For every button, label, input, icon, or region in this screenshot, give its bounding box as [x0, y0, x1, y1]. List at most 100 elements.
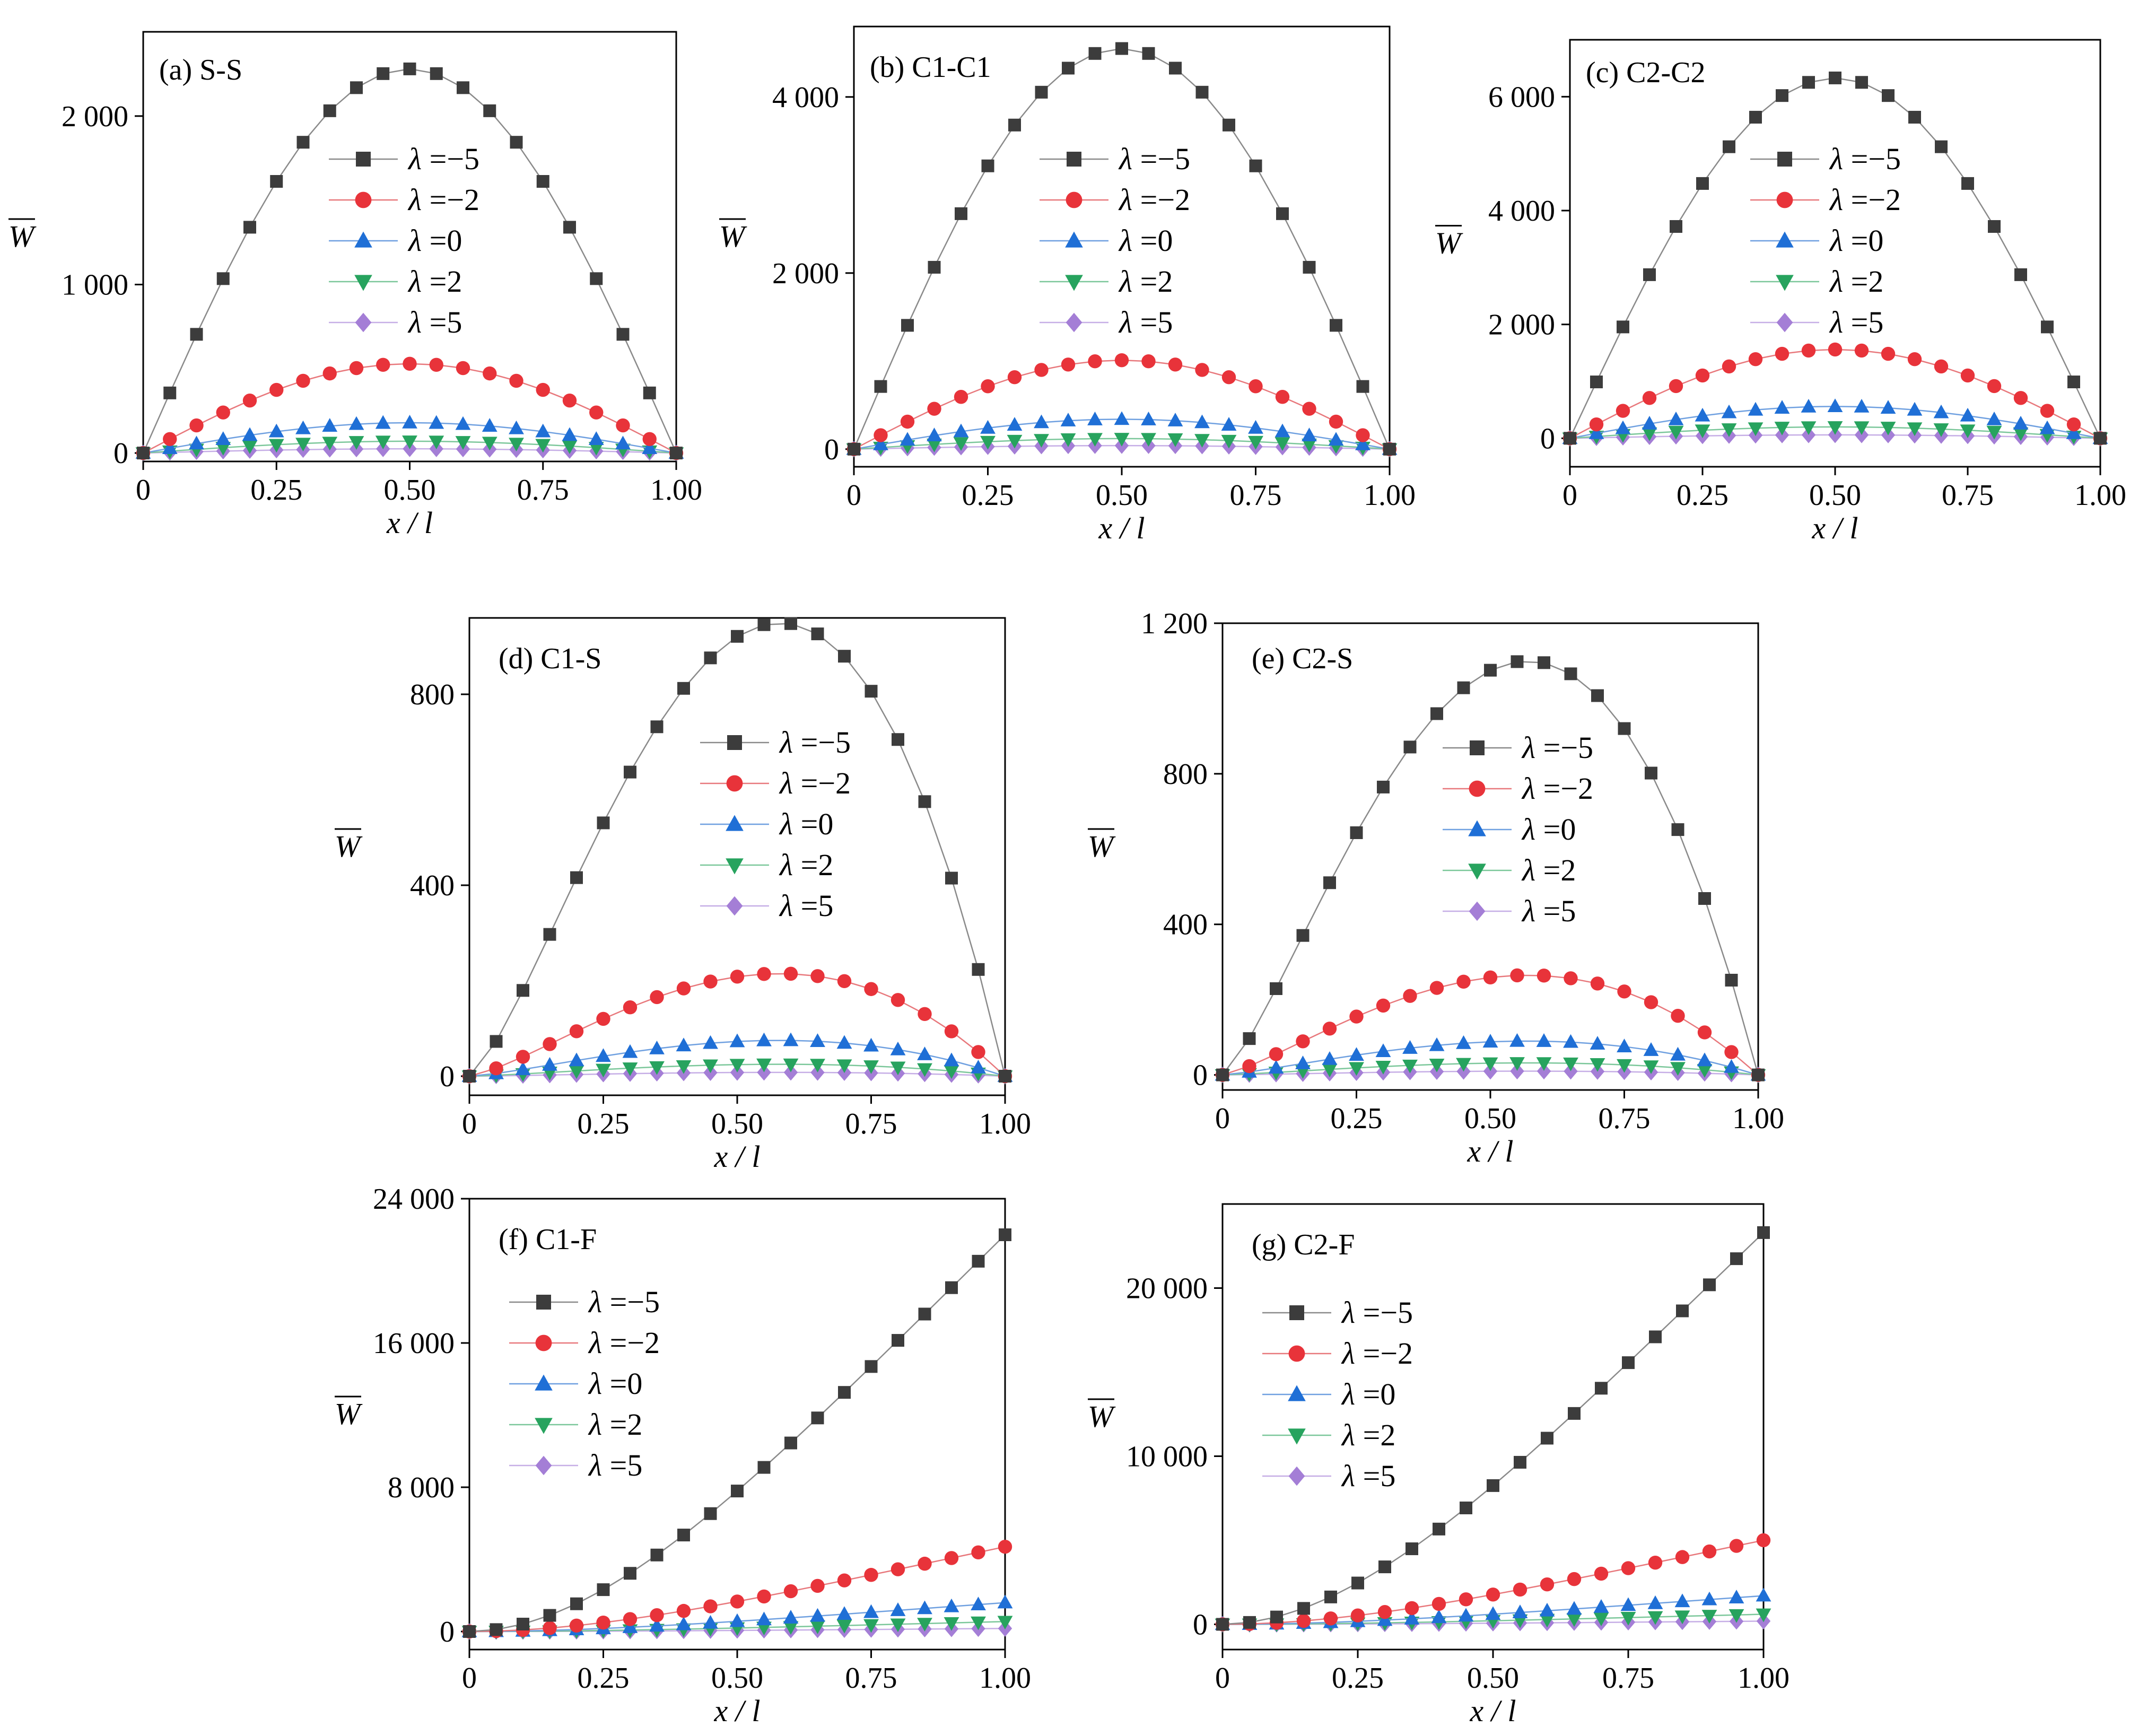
data-point	[616, 328, 630, 341]
legend-marker	[726, 775, 743, 792]
data-point	[1696, 177, 1709, 190]
data-point	[616, 418, 630, 433]
data-point	[1221, 370, 1236, 385]
legend-label: λ =−5	[1341, 1295, 1413, 1330]
data-point	[1644, 995, 1658, 1009]
legend-label: λ =−2	[779, 766, 851, 800]
data-point	[1509, 1057, 1525, 1071]
legend-marker	[1289, 1305, 1304, 1320]
data-point	[783, 966, 798, 981]
legend-marker	[1066, 191, 1083, 208]
data-point	[1648, 1555, 1663, 1570]
data-point	[569, 1024, 584, 1039]
data-point	[1618, 722, 1631, 735]
data-point	[955, 207, 967, 220]
data-point	[1511, 655, 1524, 668]
data-point	[295, 438, 311, 452]
data-point	[649, 1040, 665, 1054]
data-point	[757, 1064, 771, 1081]
legend-label: λ =2	[1829, 264, 1883, 299]
data-point	[1456, 974, 1471, 989]
data-point	[783, 1584, 798, 1599]
x-tick-label: 0.50	[711, 1107, 763, 1140]
data-point	[375, 435, 391, 450]
data-point	[216, 405, 230, 420]
legend-label: λ =0	[407, 223, 462, 258]
data-point	[1509, 1033, 1525, 1047]
data-point	[944, 1024, 959, 1039]
data-point	[1674, 1593, 1690, 1608]
data-point	[403, 356, 417, 371]
legend-marker	[354, 231, 372, 248]
legend-marker	[1288, 1428, 1306, 1445]
data-point	[757, 967, 771, 981]
data-point	[429, 357, 443, 372]
legend: λ =−5 λ =−2 λ =0 λ =2 λ =5	[329, 142, 479, 339]
data-point	[1276, 207, 1289, 220]
data-point	[1775, 346, 1789, 361]
data-point	[1620, 1611, 1636, 1626]
data-point	[1590, 1036, 1605, 1050]
legend-label: λ =2	[1341, 1418, 1395, 1452]
data-point	[1302, 402, 1316, 416]
panel-title: (d) C1-S	[499, 642, 601, 675]
data-point	[1484, 664, 1497, 677]
data-point	[1721, 404, 1737, 418]
panel-title: (e) C2-S	[1252, 642, 1353, 675]
y-tick-label: 4 000	[772, 81, 839, 114]
data-point	[1539, 1602, 1555, 1617]
legend-marker	[535, 1334, 552, 1351]
y-axis-label: W	[1088, 1399, 1116, 1434]
data-point	[1703, 1278, 1716, 1292]
data-point	[891, 1562, 905, 1576]
data-point	[463, 1070, 476, 1083]
data-point	[1060, 433, 1076, 447]
legend: λ =−5 λ =−2 λ =0 λ =2 λ =5	[1443, 730, 1593, 928]
data-point	[1594, 1566, 1609, 1581]
data-point	[456, 361, 470, 376]
data-point	[1355, 436, 1370, 450]
data-point	[1536, 1057, 1552, 1071]
data-point	[1854, 421, 1870, 435]
data-point	[863, 1604, 879, 1618]
data-point	[972, 963, 985, 976]
data-point	[1828, 426, 1843, 443]
legend-marker	[1288, 1466, 1305, 1486]
data-point	[836, 1035, 852, 1049]
data-point	[1541, 1432, 1553, 1445]
data-point	[1402, 1059, 1418, 1074]
data-point	[729, 1033, 745, 1048]
data-point	[597, 1583, 610, 1597]
data-point	[944, 1065, 959, 1079]
data-point	[1774, 422, 1790, 435]
data-point	[536, 175, 549, 188]
data-point	[981, 159, 994, 172]
data-point	[810, 1620, 825, 1634]
data-point	[1674, 1610, 1690, 1625]
data-point	[615, 435, 631, 450]
data-point	[1322, 1051, 1338, 1065]
data-point	[1907, 402, 1923, 416]
data-point	[1776, 89, 1788, 102]
data-point	[971, 1060, 986, 1074]
data-point	[1194, 414, 1210, 429]
data-point	[1513, 1582, 1527, 1597]
data-point	[954, 390, 968, 404]
legend-label: λ =0	[588, 1366, 642, 1401]
data-point	[1615, 420, 1631, 434]
data-point	[483, 366, 497, 381]
data-point	[642, 440, 658, 454]
data-point	[1375, 1061, 1391, 1075]
data-point	[1350, 826, 1363, 839]
legend-marker	[1469, 780, 1486, 797]
data-point	[1270, 982, 1282, 995]
data-point	[1169, 62, 1182, 75]
data-point	[917, 1063, 932, 1077]
data-point	[1350, 1608, 1365, 1622]
data-point	[296, 373, 310, 388]
x-tick-label: 0.25	[1331, 1102, 1383, 1135]
data-point	[242, 393, 257, 408]
legend-marker	[535, 1455, 552, 1476]
data-point	[403, 62, 416, 75]
data-point	[1034, 434, 1049, 448]
